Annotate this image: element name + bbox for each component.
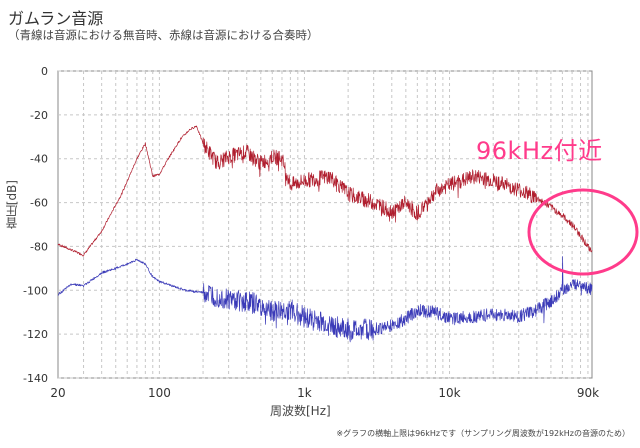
- y-axis-label: 音圧[dB]: [5, 180, 19, 230]
- y-tick-label: -20: [30, 109, 48, 122]
- x-axis-label: 周波数[Hz]: [270, 404, 331, 418]
- x-tick-label: 20: [50, 386, 65, 400]
- x-tick-label: 1k: [297, 386, 312, 400]
- y-tick-label: -100: [23, 284, 48, 297]
- callout-circle: [527, 188, 639, 276]
- footnote: ※グラフの横軸上限は96kHzです（サンプリング周波数が192kHzの音源のため…: [336, 429, 630, 438]
- series-blue-line: [57, 256, 593, 343]
- chart-subtitle: （青線は音源における無音時、赤線は音源における合奏時）: [8, 28, 319, 42]
- x-tick-label: 90k: [577, 386, 599, 400]
- x-tick-label: 10k: [438, 386, 460, 400]
- y-tick-label: -40: [30, 153, 48, 166]
- y-tick-label: -60: [30, 197, 48, 210]
- y-tick-label: 0: [41, 65, 48, 78]
- chart-title: ガムラン音源: [8, 9, 104, 28]
- series-red-line: [57, 125, 593, 257]
- y-tick-label: -140: [23, 372, 48, 385]
- y-tick-label: -80: [30, 240, 48, 253]
- x-tick-label: 100: [148, 386, 171, 400]
- callout-label: 96kHz付近: [476, 137, 603, 165]
- y-tick-label: -120: [23, 328, 48, 341]
- plot-area: [57, 70, 593, 379]
